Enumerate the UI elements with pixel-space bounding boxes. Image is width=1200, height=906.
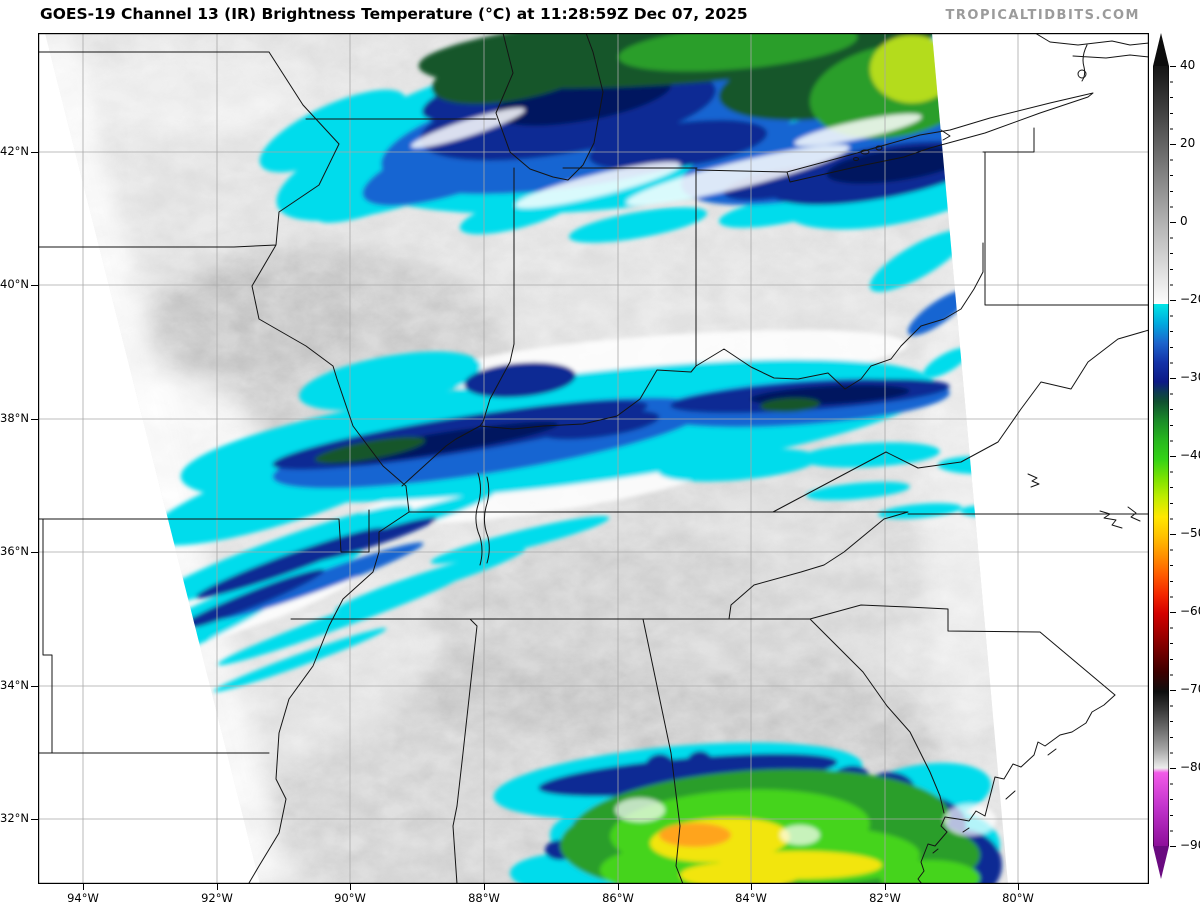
colorbar-tick-label: −30 — [1180, 370, 1200, 384]
lat-tick-mark — [31, 285, 38, 286]
tennessee-river-lakes — [475, 472, 490, 566]
colorbar-major-tick — [1170, 378, 1176, 380]
lon-tick-mark — [350, 884, 351, 890]
lake-michigan-outline — [495, 32, 604, 181]
graticule-gridlines — [38, 33, 1149, 884]
colorbar-tick-label: −40 — [1180, 448, 1200, 462]
colorbar-major-tick — [1170, 846, 1176, 848]
lon-tick-label: 84°W — [735, 891, 767, 905]
lat-tick-mark — [31, 152, 38, 153]
colorbar-major-tick — [1170, 534, 1176, 536]
satellite-map — [37, 32, 1150, 885]
lon-tick-mark — [83, 884, 84, 890]
colorbar-major-tick — [1170, 144, 1176, 146]
colorbar-tick-label: −90 — [1180, 838, 1200, 852]
state-boundaries — [37, 32, 1150, 885]
colorbar-tick-label: 0 — [1180, 214, 1188, 228]
lon-tick-mark — [751, 884, 752, 890]
lat-tick-label: 42°N — [0, 144, 29, 158]
temperature-colorbar: 40 20 0 −20 −30 −40 −50 −60 −70 −80 −90 — [1153, 33, 1200, 884]
lat-tick-label: 38°N — [0, 411, 29, 425]
lat-tick-label: 34°N — [0, 678, 29, 692]
lat-tick-label: 32°N — [0, 811, 29, 825]
colorbar-gradient — [1153, 66, 1169, 846]
lon-tick-label: 88°W — [468, 891, 500, 905]
colorbar-major-tick — [1170, 66, 1176, 68]
colorbar-tick-label: −20 — [1180, 292, 1200, 306]
colorbar-tick-label: −50 — [1180, 526, 1200, 540]
lon-tick-label: 80°W — [1002, 891, 1034, 905]
cloud-band-central — [110, 330, 1008, 764]
lon-tick-mark — [484, 884, 485, 890]
map-frame: 94°W 92°W 90°W 88°W 86°W 84°W 82°W 80°W 42°N 40°… — [0, 32, 1150, 905]
storm-south — [493, 742, 1002, 884]
colorbar-major-tick — [1170, 456, 1176, 458]
page-title: GOES-19 Channel 13 (IR) Brightness Tempe… — [40, 5, 748, 23]
colorbar-tick-label: −60 — [1180, 604, 1200, 618]
lon-tick-mark — [217, 884, 218, 890]
map-border — [38, 33, 1150, 884]
lon-tick-label: 86°W — [602, 891, 634, 905]
lon-tick-mark — [885, 884, 886, 890]
lat-tick-mark — [31, 552, 38, 553]
lat-tick-mark — [31, 419, 38, 420]
colorbar-bottom-arrow — [1153, 846, 1169, 879]
virginia-lakes — [1027, 473, 1141, 529]
lat-tick-mark — [31, 686, 38, 687]
colorbar-tick-label: −80 — [1180, 760, 1200, 774]
colorbar-tick-label: 40 — [1180, 58, 1196, 72]
atlantic-coastline — [917, 694, 1116, 885]
colorbar-tick-label: −70 — [1180, 682, 1200, 696]
colorbar-major-tick — [1170, 612, 1176, 614]
colorbar-major-tick — [1170, 690, 1176, 692]
lat-tick-label: 40°N — [0, 277, 29, 291]
cloud-system-north — [259, 33, 1008, 379]
colorbar-major-tick — [1170, 222, 1176, 224]
lon-tick-label: 94°W — [67, 891, 99, 905]
colorbar-major-tick — [1170, 300, 1176, 302]
colorbar-major-tick — [1170, 768, 1176, 770]
lat-tick-label: 36°N — [0, 544, 29, 558]
site-watermark: TROPICALTIDBITS.COM — [945, 8, 1140, 23]
lake-ontario-outline — [1034, 32, 1150, 82]
satellite-swath — [45, 33, 1008, 884]
colorbar-tick-label: 20 — [1180, 136, 1196, 150]
lon-tick-label: 82°W — [869, 891, 901, 905]
colorbar-top-arrow — [1153, 33, 1169, 66]
lake-erie-outline — [786, 92, 1094, 183]
lat-tick-mark — [31, 819, 38, 820]
lon-tick-mark — [1018, 884, 1019, 890]
lon-tick-label: 92°W — [201, 891, 233, 905]
lon-tick-mark — [618, 884, 619, 890]
lon-tick-label: 90°W — [334, 891, 366, 905]
